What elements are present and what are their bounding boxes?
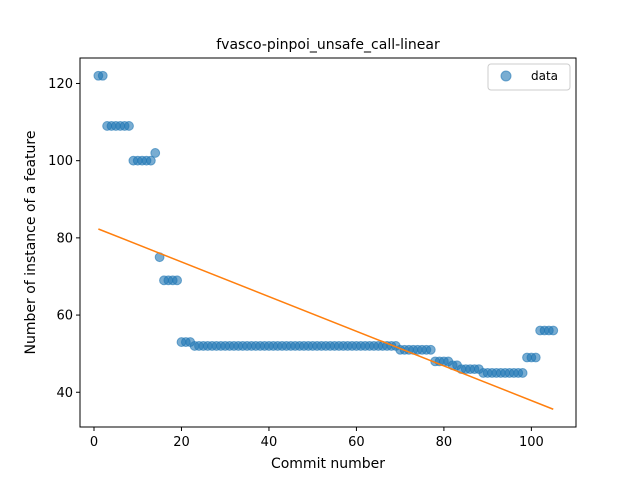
x-tick-label: 80 — [436, 435, 453, 450]
y-tick-label: 120 — [48, 77, 73, 92]
ticks-layer: 0 20 40 60 80 100 40 60 80 100 120 — [48, 77, 544, 450]
x-tick-label: 0 — [90, 435, 98, 450]
legend-label-data: data — [531, 69, 558, 83]
x-tick-label: 20 — [173, 435, 190, 450]
plot-frame — [79, 57, 577, 428]
data-point — [530, 352, 541, 363]
x-tick-label: 40 — [261, 435, 278, 450]
legend-box — [487, 63, 571, 91]
y-axis-label: Number of instance of a feature — [23, 131, 39, 355]
y-tick-label: 80 — [56, 231, 73, 246]
data-layer — [93, 70, 559, 410]
chart-title: fvasco-pinpoi_unsafe_call-linear — [216, 37, 440, 53]
fit-line — [98, 228, 554, 410]
y-tick-label: 60 — [56, 309, 73, 324]
data-point — [145, 155, 156, 166]
legend-marker-data — [500, 70, 512, 82]
data-point — [548, 325, 559, 336]
data-point — [97, 70, 108, 81]
y-tick-label: 100 — [48, 154, 73, 169]
legend: data — [487, 63, 571, 91]
data-point — [425, 344, 436, 355]
x-tick-label: 60 — [348, 435, 365, 450]
x-tick-label: 100 — [519, 435, 544, 450]
data-point — [172, 275, 183, 286]
data-point — [150, 148, 161, 158]
x-axis-label: Commit number — [271, 456, 385, 472]
y-tick-label: 40 — [56, 386, 73, 401]
data-point — [517, 368, 528, 378]
data-point — [124, 121, 134, 131]
